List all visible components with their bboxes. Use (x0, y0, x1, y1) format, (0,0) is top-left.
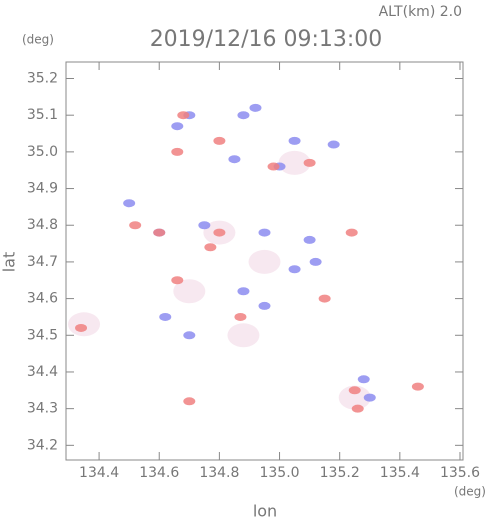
echo-blob (318, 294, 331, 303)
y-tick-label: 35.1 (27, 107, 58, 123)
x-tick-label: 135.2 (320, 465, 360, 481)
echo-blob (345, 228, 358, 237)
echo-blob (177, 111, 190, 120)
echo-blob (338, 385, 371, 410)
echo-blob (267, 162, 280, 171)
echo-blob (228, 155, 241, 164)
y-unit: (deg) (22, 33, 54, 47)
y-tick-label: 34.7 (27, 254, 58, 270)
y-tick-label: 34.2 (27, 437, 58, 453)
echo-blob (278, 150, 311, 175)
echo-blob (123, 199, 136, 208)
echo-blob (153, 228, 166, 237)
echo-blob (248, 249, 281, 274)
echo-blob (75, 323, 88, 332)
x-tick-label: 134.8 (199, 465, 239, 481)
echo-blob (411, 382, 424, 391)
echo-blob (198, 221, 211, 230)
y-tick-label: 34.8 (27, 217, 58, 233)
plot-frame (65, 61, 464, 461)
y-tick-label: 34.5 (27, 327, 58, 343)
echo-blob (204, 243, 217, 252)
echo-blob (183, 397, 196, 406)
x-tick-label: 135.4 (380, 465, 420, 481)
echo-blob (351, 404, 364, 413)
x-unit: (deg) (454, 485, 486, 499)
x-tick-label: 134.6 (139, 465, 179, 481)
echo-blob (258, 301, 271, 310)
echo-blob (68, 312, 101, 337)
x-tick-label: 135.6 (440, 465, 480, 481)
echo-blob (258, 228, 271, 237)
echo-blob (183, 331, 196, 340)
echo-blob (234, 312, 247, 321)
echo-blob (213, 228, 226, 237)
echo-blob (171, 147, 184, 156)
altitude-label: ALT(km) 2.0 (379, 4, 462, 20)
y-tick-label: 34.9 (27, 181, 58, 197)
y-tick-label: 34.6 (27, 291, 58, 307)
echo-blob (227, 323, 260, 348)
echo-blob (213, 136, 226, 145)
y-axis-label: lat (0, 252, 19, 273)
chart-title: 2019/12/16 09:13:00 (150, 27, 383, 52)
echo-blob (171, 276, 184, 285)
y-tick-label: 34.4 (27, 364, 58, 380)
echo-blob (348, 386, 361, 395)
echo-blob (363, 393, 376, 402)
x-tick-label: 135.0 (259, 465, 299, 481)
echo-blob (237, 287, 250, 296)
echo-blob (173, 279, 206, 304)
echo-blob (249, 103, 262, 112)
echo-blob (159, 312, 172, 321)
y-tick-label: 35.2 (27, 71, 58, 87)
y-tick-label: 34.3 (27, 401, 58, 417)
echo-blob (303, 235, 316, 244)
echo-blob (288, 265, 301, 274)
echo-blob (327, 140, 340, 149)
echo-blob (309, 257, 322, 266)
echo-blob (288, 136, 301, 145)
echo-blob (237, 111, 250, 120)
echo-blob (129, 221, 142, 230)
x-axis-label: lon (253, 502, 277, 521)
x-tick-label: 134.4 (79, 465, 119, 481)
echo-blob (171, 122, 184, 131)
echo-blob (357, 375, 370, 384)
echo-blob (303, 158, 316, 167)
y-tick-label: 35.0 (27, 144, 58, 160)
